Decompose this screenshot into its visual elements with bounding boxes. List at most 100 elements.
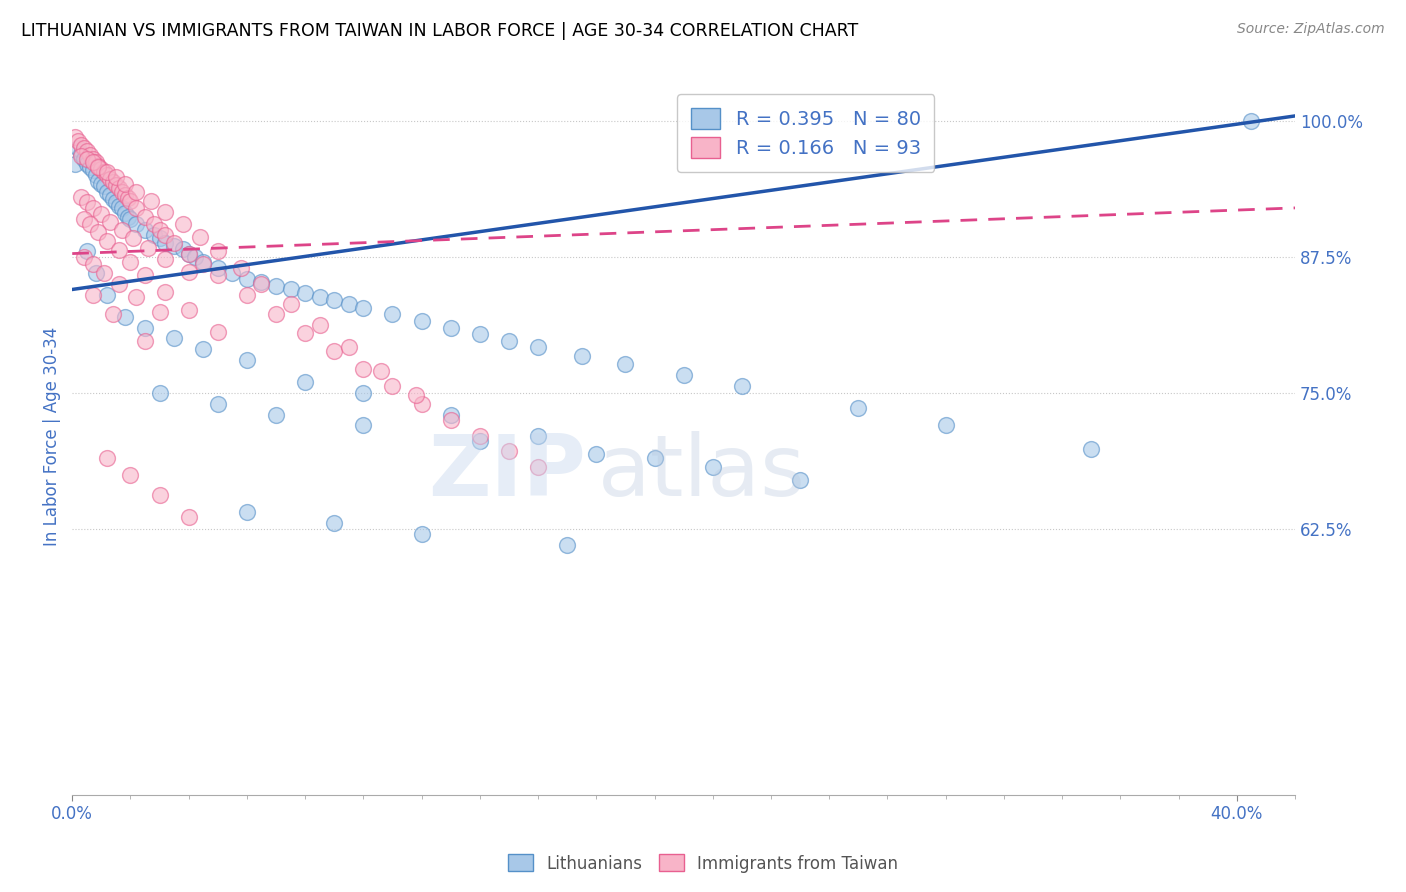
Point — [79, 160, 101, 174]
Point — [73, 152, 96, 166]
Point — [76, 145, 98, 159]
Point — [177, 303, 200, 318]
Point — [108, 181, 131, 195]
Text: LITHUANIAN VS IMMIGRANTS FROM TAIWAN IN LABOR FORCE | AGE 30-34 CORRELATION CHAR: LITHUANIAN VS IMMIGRANTS FROM TAIWAN IN … — [21, 22, 858, 40]
Point — [104, 195, 127, 210]
Text: Source: ZipAtlas.com: Source: ZipAtlas.com — [1237, 22, 1385, 37]
Point — [82, 155, 104, 169]
Point — [193, 343, 215, 357]
Point — [177, 246, 200, 260]
Point — [87, 159, 110, 173]
Point — [440, 320, 463, 334]
Point — [352, 385, 374, 400]
Point — [79, 217, 101, 231]
Point — [155, 252, 177, 266]
Point — [76, 244, 98, 259]
Point — [87, 174, 110, 188]
Point — [82, 152, 104, 166]
Point — [498, 444, 520, 458]
Point — [98, 187, 121, 202]
Legend: R = 0.395   N = 80, R = 0.166   N = 93: R = 0.395 N = 80, R = 0.166 N = 93 — [678, 95, 935, 172]
Point — [120, 255, 142, 269]
Point — [90, 161, 112, 176]
Point — [381, 308, 404, 322]
Point — [93, 179, 115, 194]
Point — [134, 268, 156, 283]
Point — [411, 314, 433, 328]
Point — [172, 217, 194, 231]
Point — [70, 137, 93, 152]
Point — [370, 364, 392, 378]
Point — [148, 488, 170, 502]
Point — [264, 308, 287, 322]
Point — [93, 165, 115, 179]
Point — [672, 368, 695, 383]
Point — [148, 305, 170, 319]
Point — [104, 178, 127, 192]
Point — [98, 171, 121, 186]
Point — [82, 257, 104, 271]
Point — [264, 408, 287, 422]
Point — [352, 301, 374, 315]
Point — [134, 210, 156, 224]
Y-axis label: In Labor Force | Age 30-34: In Labor Force | Age 30-34 — [44, 326, 60, 546]
Point — [104, 170, 127, 185]
Point — [440, 413, 463, 427]
Point — [82, 201, 104, 215]
Point — [555, 538, 578, 552]
Point — [702, 459, 724, 474]
Point — [111, 222, 134, 236]
Point — [142, 228, 165, 243]
Point — [155, 235, 177, 250]
Point — [1080, 442, 1102, 457]
Point — [96, 169, 118, 183]
Point — [381, 379, 404, 393]
Point — [148, 222, 170, 236]
Point — [76, 157, 98, 171]
Point — [155, 285, 177, 299]
Point — [236, 353, 259, 368]
Point — [498, 334, 520, 348]
Point — [101, 175, 124, 189]
Point — [207, 244, 229, 259]
Point — [114, 177, 136, 191]
Point — [139, 194, 162, 209]
Point — [207, 397, 229, 411]
Point — [111, 185, 134, 199]
Point — [90, 207, 112, 221]
Point — [294, 285, 316, 300]
Point — [193, 255, 215, 269]
Point — [177, 246, 200, 260]
Point — [789, 473, 811, 487]
Point — [308, 318, 330, 333]
Text: ZIP: ZIP — [427, 431, 586, 514]
Point — [229, 260, 252, 275]
Point — [207, 260, 229, 275]
Point — [73, 141, 96, 155]
Point — [411, 397, 433, 411]
Point — [70, 146, 93, 161]
Point — [935, 418, 957, 433]
Point — [82, 162, 104, 177]
Point — [125, 185, 148, 199]
Point — [236, 505, 259, 519]
Point — [163, 239, 186, 253]
Point — [108, 199, 131, 213]
Point — [82, 288, 104, 302]
Point — [731, 379, 754, 393]
Point — [63, 157, 86, 171]
Text: atlas: atlas — [598, 431, 806, 514]
Point — [440, 408, 463, 422]
Point — [323, 516, 346, 531]
Point — [96, 165, 118, 179]
Point — [308, 290, 330, 304]
Point — [73, 250, 96, 264]
Point — [125, 290, 148, 304]
Point — [571, 349, 593, 363]
Point — [111, 201, 134, 215]
Point — [337, 340, 360, 354]
Point — [90, 177, 112, 191]
Point — [294, 375, 316, 389]
Point — [337, 296, 360, 310]
Point — [352, 361, 374, 376]
